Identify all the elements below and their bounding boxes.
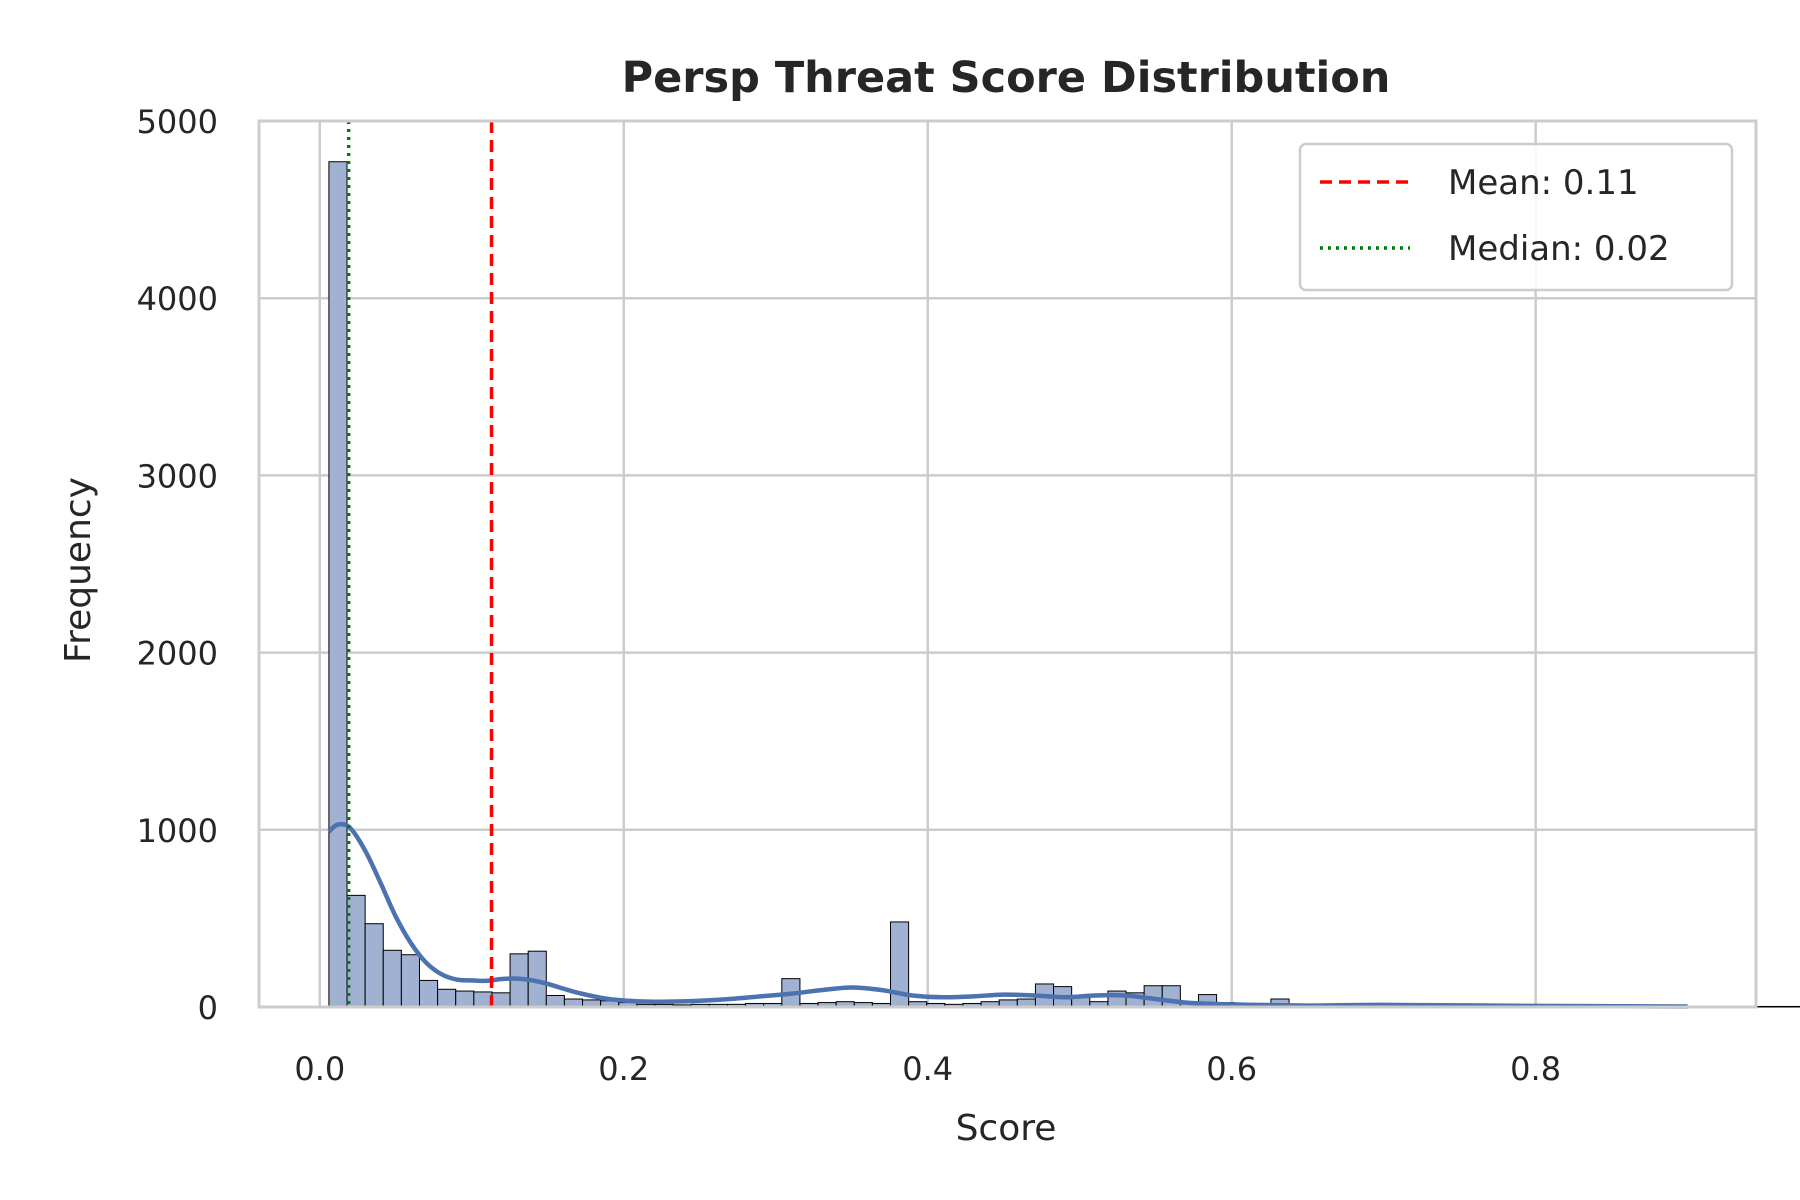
histogram-bar — [400, 954, 420, 1008]
histogram-bar — [418, 979, 439, 1008]
x-tick-label: 0.0 — [294, 1050, 345, 1088]
histogram-bar — [382, 949, 402, 1008]
x-tick-label: 0.2 — [598, 1050, 649, 1088]
y-tick-label: 2000 — [137, 635, 218, 673]
histogram-bar — [1795, 1005, 1800, 1008]
histogram-bar — [491, 992, 511, 1008]
legend-label: Median: 0.02 — [1448, 229, 1670, 269]
x-axis-ticks: 0.0 0.2 0.4 0.6 0.8 — [294, 1050, 1561, 1088]
histogram-bar — [545, 994, 565, 1008]
histogram-bar — [346, 894, 366, 1008]
histogram-bar — [1759, 1005, 1779, 1008]
kde-line — [327, 821, 1688, 1009]
y-tick-label: 3000 — [137, 457, 218, 495]
plot-frame — [257, 119, 1758, 1009]
legend: Mean: 0.11 Median: 0.02 — [1298, 142, 1734, 292]
kde-curve — [327, 821, 1688, 1009]
y-axis-ticks: 0 1000 2000 3000 4000 5000 — [137, 103, 218, 1027]
y-tick-label: 5000 — [137, 103, 218, 141]
x-axis-label: Score — [956, 1108, 1057, 1149]
y-axis-label: Frequency — [58, 477, 99, 663]
x-tick-label: 0.8 — [1510, 1050, 1561, 1088]
y-tick-label: 0 — [198, 989, 218, 1027]
chart-title: Persp Threat Score Distribution — [622, 53, 1391, 103]
legend-label: Mean: 0.11 — [1448, 163, 1639, 203]
histogram-bar — [1777, 1005, 1797, 1008]
x-tick-label: 0.4 — [902, 1050, 953, 1088]
histogram-bar — [437, 988, 457, 1008]
histogram-bar — [455, 990, 475, 1008]
histogram-bar — [473, 991, 493, 1008]
y-tick-label: 1000 — [137, 812, 218, 850]
histogram-bar — [364, 923, 384, 1008]
x-tick-label: 0.6 — [1206, 1050, 1257, 1088]
y-tick-label: 4000 — [137, 280, 218, 318]
reference-lines — [346, 121, 494, 1007]
histogram-bar — [328, 161, 348, 1008]
